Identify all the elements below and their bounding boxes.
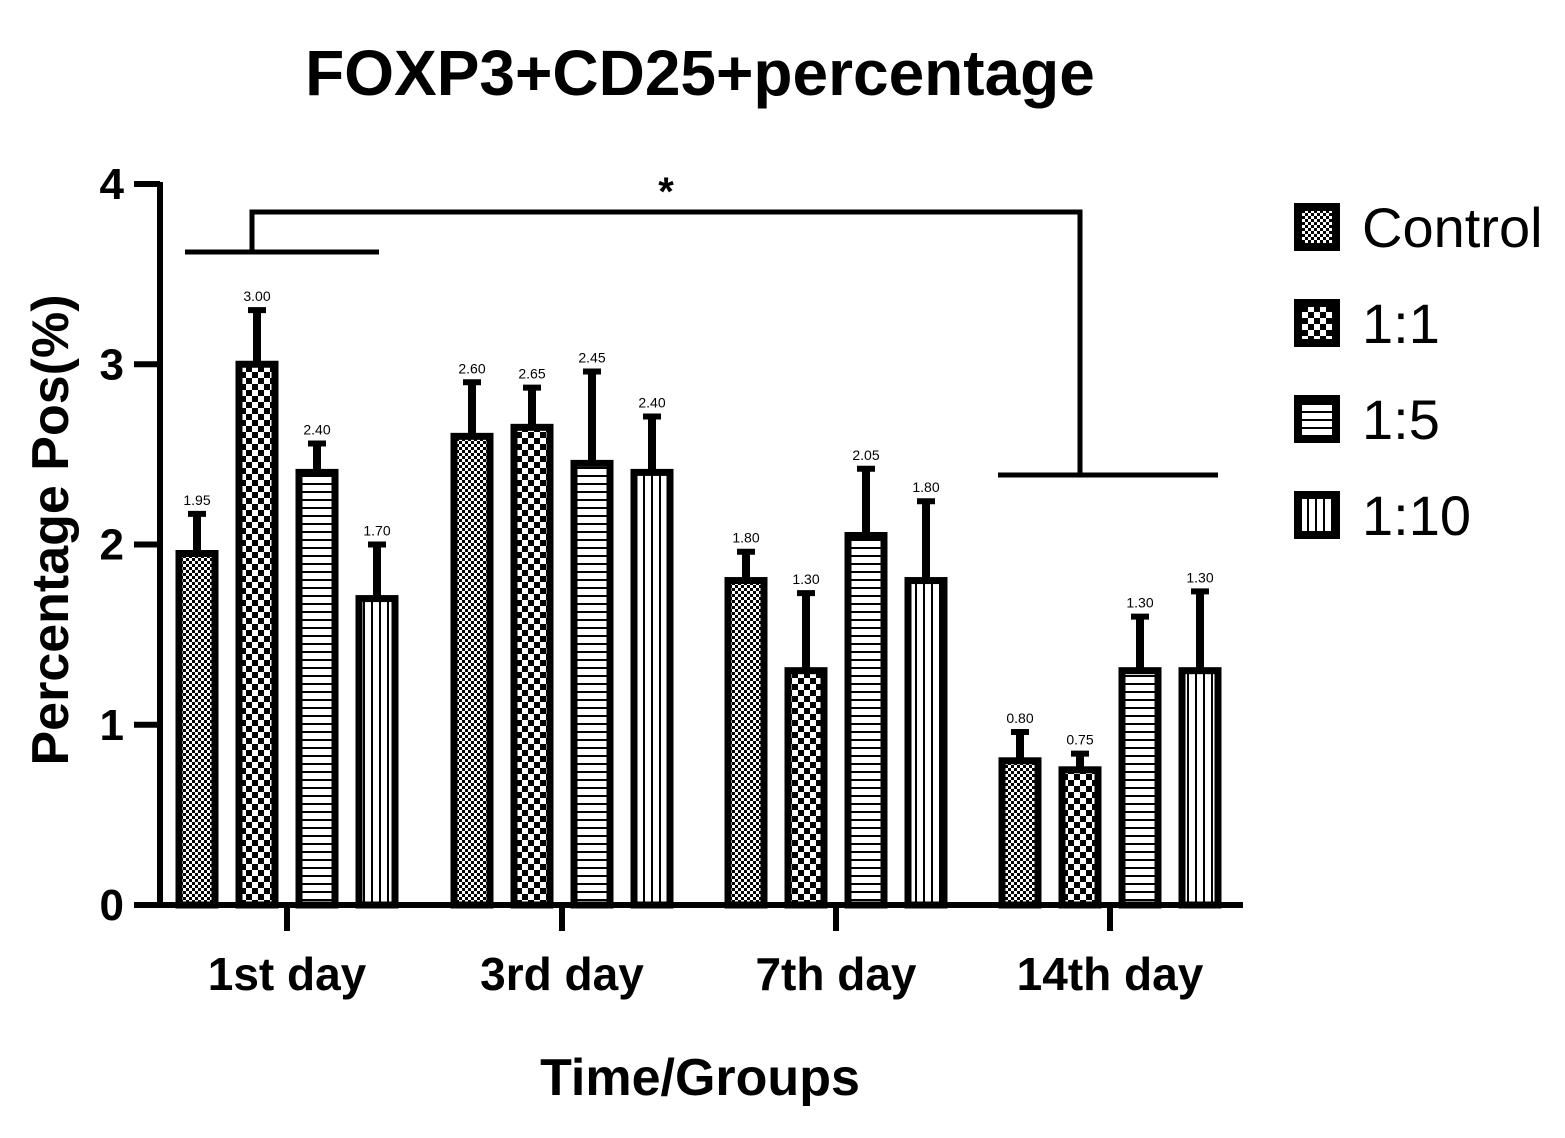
x-axis-title: Time/Groups: [540, 1049, 860, 1107]
y-tick-label: 2: [100, 521, 124, 570]
bar: [998, 757, 1042, 909]
legend-swatch: [1294, 491, 1340, 539]
bar: [630, 468, 674, 909]
y-tick-label: 0: [100, 881, 124, 930]
bar: [570, 459, 614, 909]
bars: 1.95 2.60 1.80 0.80 3.00 2.65 1.30 0.75 2.40 2.45…: [175, 288, 1222, 909]
bracket-connector: [249, 209, 1083, 475]
bar: [355, 595, 399, 909]
bar: [510, 423, 554, 909]
legend-label: 1:5: [1362, 388, 1440, 451]
data-label: 1.30: [792, 571, 819, 587]
legend: Control 1:1 1:5 1:10: [1294, 196, 1543, 547]
y-tick-label: 1: [100, 701, 124, 750]
bar: [784, 667, 828, 909]
significance-bracket: *: [185, 170, 1218, 478]
data-label: 1.70: [363, 523, 390, 539]
chart-title: FOXP3+CD25+percentage: [305, 37, 1095, 109]
y-axis-title: Percentage Pos(%): [22, 294, 80, 765]
legend-swatch: [1294, 203, 1340, 251]
x-tick-label: 14th day: [1017, 948, 1204, 1000]
bar: [235, 360, 279, 909]
data-label: 2.45: [578, 349, 605, 365]
data-label: 1.80: [912, 479, 939, 495]
bar: [844, 531, 888, 909]
bar: [1178, 667, 1222, 909]
bar: [904, 577, 948, 909]
significance-star: *: [658, 170, 674, 214]
legend-label: 1:10: [1362, 484, 1471, 547]
y-tick-label: 3: [100, 340, 124, 389]
bar: [450, 432, 494, 909]
data-label: 1.95: [183, 492, 210, 508]
bar: [724, 577, 768, 909]
data-label: 3.00: [243, 288, 270, 304]
legend-label: Control: [1362, 196, 1543, 259]
bar: [295, 468, 339, 909]
data-label: 1.30: [1186, 569, 1213, 585]
legend-label: 1:1: [1362, 292, 1440, 355]
x-tick-label: 3rd day: [480, 948, 644, 1000]
data-label: 2.05: [852, 447, 879, 463]
y-tick-label: 4: [100, 160, 125, 209]
data-label: 2.65: [518, 366, 545, 382]
data-label: 2.60: [458, 360, 485, 376]
data-label: 0.75: [1066, 732, 1093, 748]
x-tick-label: 7th day: [755, 948, 916, 1000]
legend-swatch: [1294, 395, 1340, 443]
bar: [175, 550, 219, 909]
data-label: 0.80: [1006, 710, 1033, 726]
data-label: 2.40: [303, 422, 330, 438]
bar: [1118, 667, 1162, 909]
legend-swatch: [1294, 299, 1340, 347]
bar: [1058, 766, 1102, 909]
data-label: 1.80: [732, 530, 759, 546]
data-label: 1.30: [1126, 595, 1153, 611]
data-label: 2.40: [638, 395, 665, 411]
x-tick-label: 1st day: [208, 948, 367, 1000]
